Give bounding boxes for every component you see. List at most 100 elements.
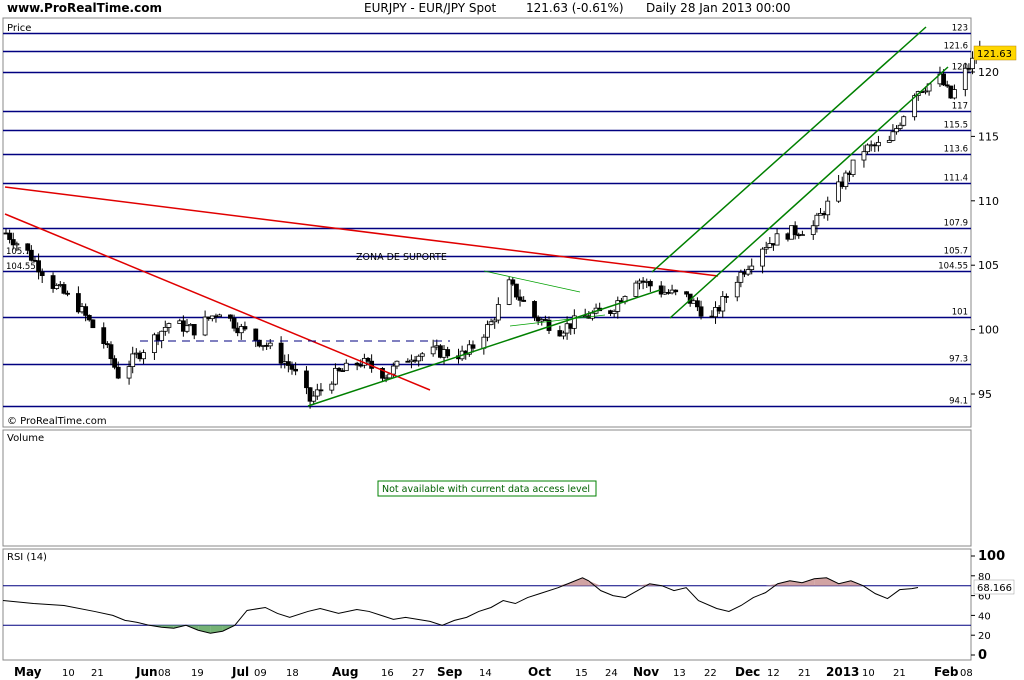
red-trendline-short [4, 213, 431, 391]
date-tick-label: 10 [862, 668, 875, 679]
price-tick-label: 110 [978, 195, 999, 208]
candle-body [836, 181, 841, 202]
level-label: 94.1 [949, 397, 968, 407]
candle-body [115, 366, 121, 379]
rsi-tick-label: 0 [978, 648, 987, 663]
candle-body [481, 336, 487, 349]
candle-body [104, 343, 110, 346]
candle-body [318, 389, 324, 392]
candle-body [314, 389, 320, 397]
volume-panel-label: Volume [7, 433, 44, 444]
triangle-upper [483, 270, 581, 293]
candle-body [561, 332, 566, 337]
candle-body [695, 300, 700, 308]
candle-body [419, 353, 425, 357]
candle-body [25, 243, 31, 251]
candle-body [76, 293, 81, 313]
candle-body [633, 282, 639, 297]
candle-body [590, 312, 595, 319]
candle-body [416, 355, 422, 362]
rsi-overbought-fill [814, 577, 827, 586]
date-tick-label: 22 [704, 668, 717, 679]
candle-body [390, 365, 396, 375]
candle-body [329, 383, 335, 391]
rsi-overbought-fill [558, 582, 571, 586]
rsi-panel-label: RSI (14) [7, 552, 47, 563]
candle-body [890, 131, 896, 141]
candle-body [202, 316, 208, 336]
candle-body [191, 324, 197, 336]
candle-body [763, 246, 769, 250]
candle-body [514, 283, 519, 298]
date-tick-label: 21 [798, 668, 811, 679]
date-tick-label: 19 [191, 668, 204, 679]
candle-body [745, 269, 751, 275]
candle-body [810, 225, 816, 235]
date-tick-label: 14 [479, 668, 492, 679]
level-label: 121.6 [944, 42, 968, 52]
date-tick-label: 18 [286, 668, 299, 679]
candle-body [734, 281, 740, 298]
candle-body [28, 249, 34, 261]
date-tick-label: 21 [893, 668, 906, 679]
candle-body [738, 271, 744, 283]
level-label: 101 [952, 308, 968, 318]
rsi-panel[interactable] [2, 548, 972, 661]
rsi-overbought-fill [789, 580, 803, 586]
candlestick-series [3, 40, 983, 409]
candle-body [517, 296, 523, 301]
date-tick-label: 09 [254, 668, 267, 679]
rsi-oversold-fill [198, 625, 211, 634]
price-axis: 120 115 110 105 100 95 [971, 66, 999, 401]
price-tick-label: 105 [978, 259, 999, 272]
candle-body [108, 344, 114, 360]
price-panel[interactable] [2, 17, 972, 428]
candle-body [774, 233, 780, 246]
rsi-overbought-fill [570, 577, 583, 586]
date-tick-label: Nov [633, 665, 659, 679]
candle-body [510, 279, 516, 285]
level-label: 117 [952, 102, 968, 112]
date-tick-label: 13 [673, 668, 686, 679]
price-tick-label: 115 [978, 130, 999, 143]
level-label: 123 [952, 24, 968, 34]
candle-body [485, 324, 490, 338]
price-panel-label: Price [7, 23, 31, 34]
zone-label: ZONA DE SUPORTE [356, 252, 447, 263]
date-tick-label: 08 [158, 668, 171, 679]
candle-body [231, 317, 237, 329]
candle-body [394, 360, 400, 367]
candle-body [39, 271, 45, 277]
candle-body [90, 319, 96, 329]
candle-body [470, 344, 476, 349]
candle-body [289, 365, 295, 370]
candle-body [354, 362, 360, 366]
date-tick-label: 15 [575, 668, 588, 679]
green-support-trendline [307, 289, 661, 407]
candle-body [267, 342, 273, 347]
candle-body [506, 279, 512, 305]
candle-body [941, 73, 946, 86]
rsi-overbought-fill [765, 583, 778, 586]
candle-body [336, 367, 342, 371]
candle-body [184, 325, 190, 332]
rsi-tick-label: 40 [978, 611, 991, 622]
date-tick-label: 21 [91, 668, 104, 679]
candle-body [923, 90, 928, 93]
candle-body [430, 346, 436, 355]
candle-body [532, 301, 537, 318]
candle-body [253, 328, 259, 341]
candle-body [54, 285, 60, 289]
candle-body [962, 67, 968, 90]
candle-body [340, 370, 346, 372]
candle-body [970, 57, 975, 70]
candle-body [825, 200, 831, 216]
date-tick-label: Oct [528, 665, 551, 679]
site-name[interactable]: www.ProRealTime.com [7, 1, 162, 15]
candle-body [293, 368, 299, 372]
date-tick-label: Jul [231, 665, 249, 679]
candle-body [713, 307, 718, 318]
candle-body [365, 357, 371, 362]
instrument-quote: 121.63 (-0.61%) [526, 1, 624, 15]
